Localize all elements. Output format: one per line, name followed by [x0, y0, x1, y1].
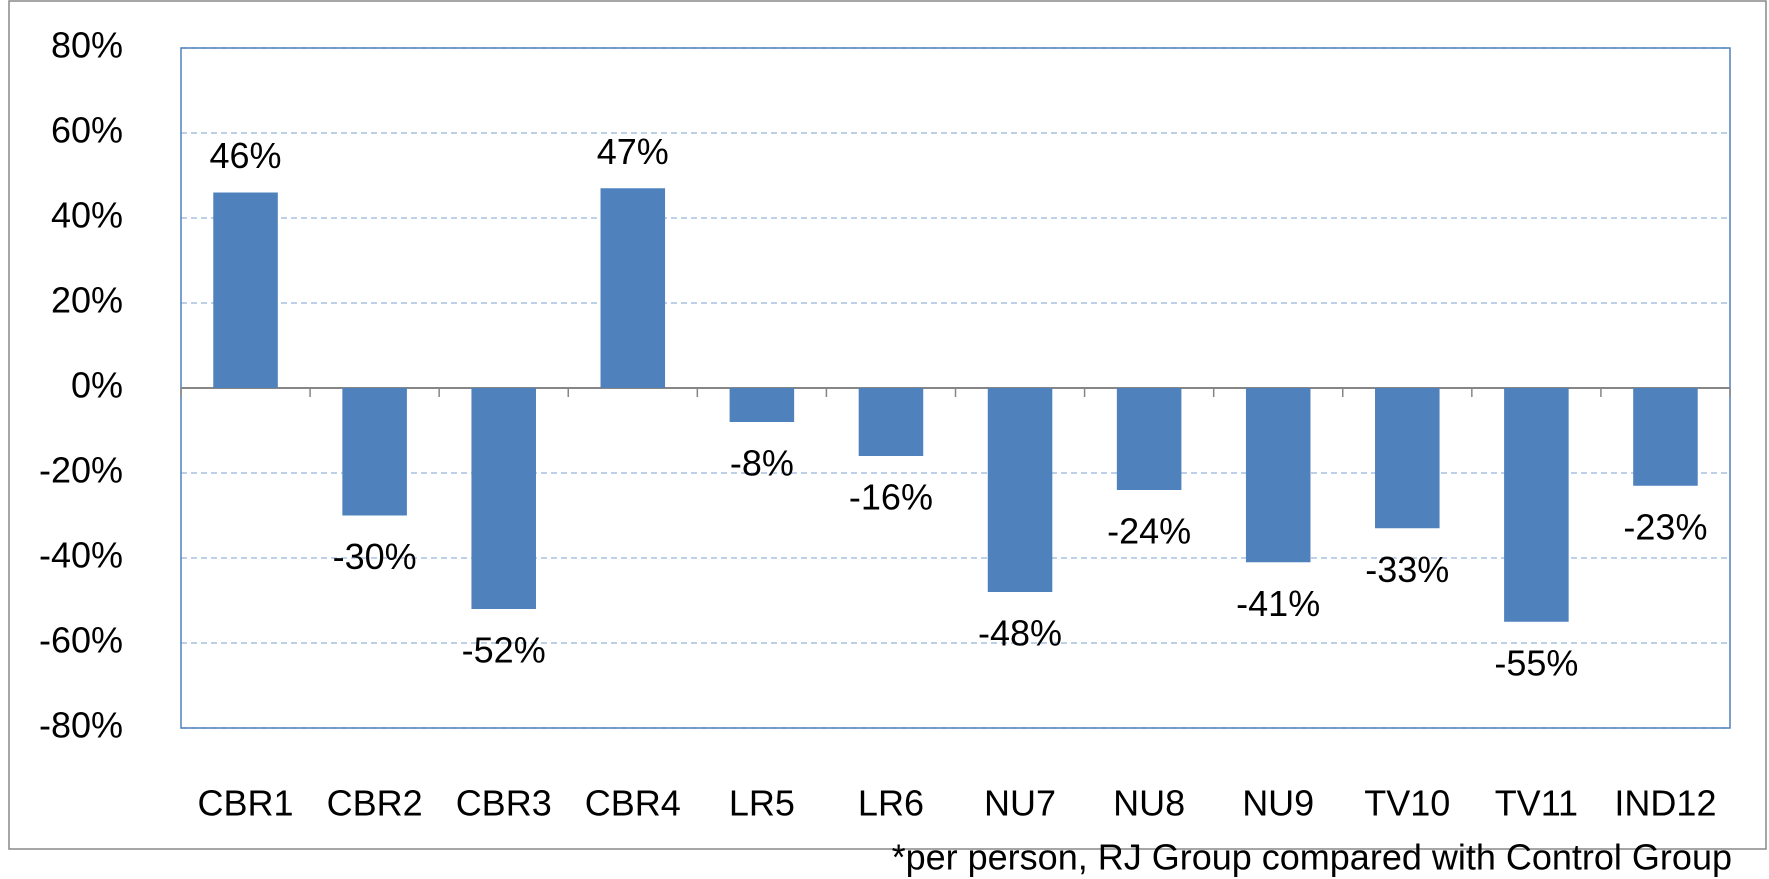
y-tick-label: 40%	[51, 195, 123, 236]
bar	[858, 388, 924, 456]
bar	[1116, 388, 1182, 490]
y-tick-label: -40%	[39, 535, 123, 576]
bar	[213, 192, 278, 388]
y-tick-label: 60%	[51, 110, 123, 151]
bar	[1633, 388, 1698, 486]
x-tick-label: TV10	[1364, 783, 1450, 824]
data-label: -41%	[1236, 583, 1320, 624]
x-tick-label: IND12	[1614, 783, 1716, 824]
y-tick-label: -20%	[39, 450, 123, 491]
x-tick-label: CBR3	[456, 783, 552, 824]
x-tick-label: CBR1	[198, 783, 294, 824]
x-tick-label: NU9	[1242, 783, 1314, 824]
data-label: 47%	[597, 131, 669, 172]
data-label: -8%	[730, 443, 794, 484]
bar	[600, 188, 666, 388]
y-tick-label: -80%	[39, 705, 123, 746]
data-label: 46%	[210, 135, 282, 176]
x-tick-label: NU7	[984, 783, 1056, 824]
bar	[342, 388, 407, 516]
bar	[1245, 388, 1311, 563]
data-label: -33%	[1365, 549, 1449, 590]
y-tick-label: 80%	[51, 25, 123, 66]
bar	[1504, 388, 1569, 622]
data-label: -23%	[1623, 506, 1707, 547]
data-label: -30%	[333, 536, 417, 577]
x-tick-label: TV11	[1495, 783, 1578, 824]
x-tick-label: LR6	[858, 783, 924, 824]
footnote: *per person, RJ Group compared with Cont…	[892, 837, 1732, 878]
data-label: -55%	[1494, 642, 1578, 683]
x-tick-label: CBR2	[327, 783, 423, 824]
data-label: -24%	[1107, 511, 1191, 552]
bar	[987, 388, 1053, 592]
bar	[729, 388, 795, 422]
data-label: -48%	[978, 613, 1062, 654]
y-tick-label: 20%	[51, 280, 123, 321]
chart-frame	[8, 0, 1767, 850]
bar	[471, 388, 536, 609]
x-tick-label: LR5	[729, 783, 795, 824]
data-label: -52%	[462, 630, 546, 671]
data-label: -16%	[849, 477, 933, 518]
x-tick-label: NU8	[1113, 783, 1185, 824]
bar	[1375, 388, 1440, 529]
x-tick-label: CBR4	[585, 783, 681, 824]
y-tick-label: 0%	[71, 365, 123, 406]
y-tick-label: -60%	[39, 620, 123, 661]
